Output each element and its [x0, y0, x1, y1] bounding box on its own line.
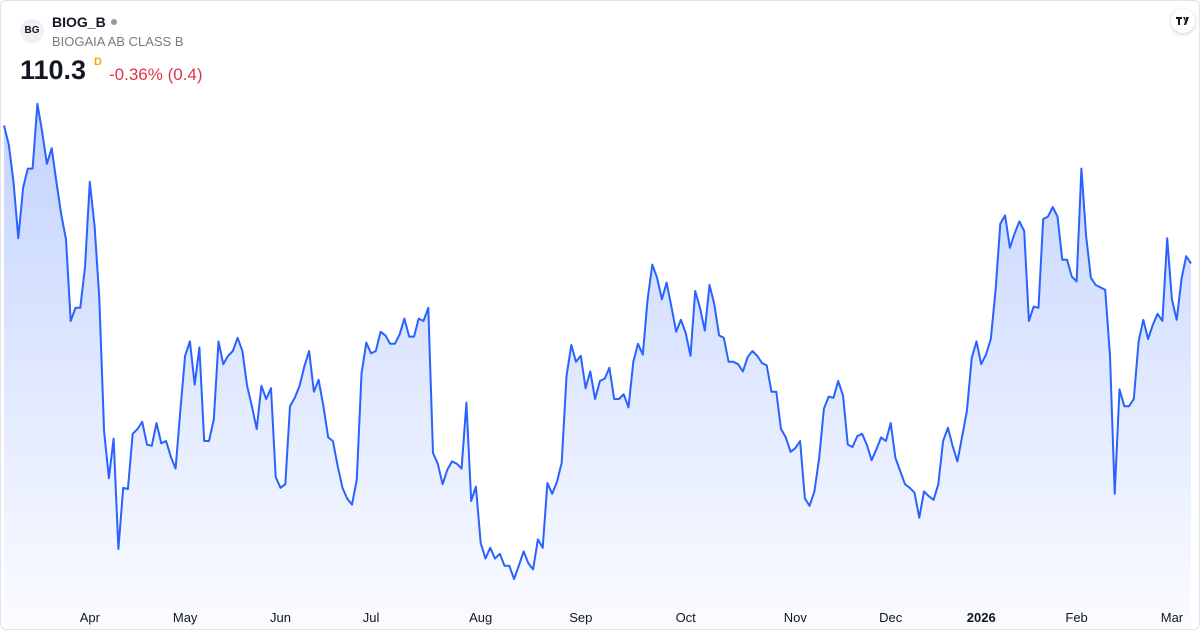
- change: -0.36% (0.4): [109, 65, 203, 84]
- x-tick-label: May: [173, 610, 198, 625]
- interval: D: [94, 56, 102, 68]
- x-tick-label: Apr: [80, 610, 101, 625]
- x-tick-label: Sep: [569, 610, 592, 625]
- status-dot: [110, 19, 117, 25]
- area: [4, 103, 1191, 629]
- x-tick-label: Jul: [363, 610, 380, 625]
- brand-icon: [1176, 17, 1189, 25]
- price-line: [3, 102, 1192, 580]
- price: 110.3: [20, 55, 87, 85]
- ticker[interactable]: BIOG_B: [52, 14, 117, 30]
- x-tick-label: Nov: [784, 610, 808, 625]
- x-tick-label: Aug: [469, 610, 492, 625]
- x-tick-label: Feb: [1065, 610, 1087, 625]
- x-tick-label: Mar: [1161, 610, 1184, 625]
- x-tick-label: Jun: [270, 610, 291, 625]
- x-tick-label: Dec: [879, 610, 903, 625]
- brand-logo[interactable]: [1171, 9, 1195, 33]
- x-tick-label: 2026: [967, 610, 996, 625]
- logo: BG: [20, 19, 44, 43]
- ticker-text[interactable]: BIOG_B: [52, 14, 106, 30]
- instrument-name: BIOGAIA AB CLASS B: [52, 34, 184, 49]
- x-tick-label: Oct: [676, 610, 697, 625]
